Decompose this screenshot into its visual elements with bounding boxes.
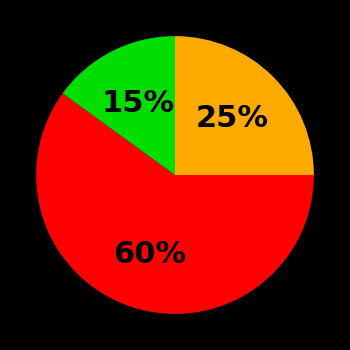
Text: 15%: 15% [102, 89, 175, 118]
Wedge shape [36, 93, 314, 314]
Text: 25%: 25% [195, 104, 268, 133]
Text: 60%: 60% [113, 240, 186, 269]
Wedge shape [175, 36, 314, 175]
Wedge shape [63, 36, 175, 175]
